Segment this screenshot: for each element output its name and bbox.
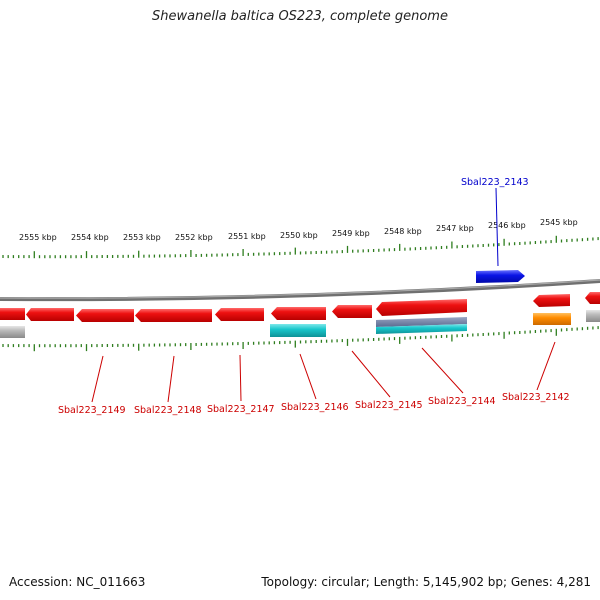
genome-summary-text: Topology: circular; Length: 5,145,902 bp… (261, 575, 591, 589)
gene-arrow (0, 308, 25, 320)
scale-label: 2550 kbp (280, 231, 318, 240)
scale-label: 2552 kbp (175, 233, 213, 242)
scale-label: 2546 kbp (488, 221, 526, 230)
gene-arrow (26, 308, 74, 321)
gene-label: Sbal223_2144 (428, 396, 496, 407)
scale-label: 2555 kbp (19, 233, 57, 242)
upper-tick-track (2, 235, 599, 259)
gene-block (0, 326, 25, 338)
gene-leader-lines (91, 187, 556, 403)
gene-label: Sbal223_2143 (461, 177, 529, 188)
gene-label: Sbal223_2145 (355, 400, 423, 411)
scale-label: 2551 kbp (228, 232, 266, 241)
gene-block (270, 324, 326, 337)
scale-label: 2548 kbp (384, 227, 422, 236)
gene-block (586, 310, 600, 322)
gene-arrow (376, 299, 467, 316)
lower-genes (0, 310, 600, 338)
scale-label: 2549 kbp (332, 229, 370, 238)
genome-backbone (0, 279, 600, 302)
scale-label: 2547 kbp (436, 224, 474, 233)
reverse-strand-genes (0, 292, 600, 322)
gene-arrow (76, 309, 134, 322)
gene-arrow (271, 307, 326, 320)
gene-arrow (533, 294, 570, 307)
gene-label: Sbal223_2147 (207, 404, 275, 415)
gene-label: Sbal223_2142 (502, 392, 570, 403)
scale-label: 2545 kbp (540, 218, 578, 227)
scale-label: 2553 kbp (123, 233, 161, 242)
lower-tick-track (2, 326, 599, 352)
accession-text: Accession: NC_011663 (9, 575, 146, 589)
scale-label: 2554 kbp (71, 233, 109, 242)
gene-block (376, 324, 467, 334)
gene-labels: Sbal223_2149 Sbal223_2148 Sbal223_2147 S… (58, 177, 570, 416)
gene-arrow (585, 292, 600, 304)
gene-label: Sbal223_2149 (58, 405, 126, 416)
scale-labels: 2555 kbp 2554 kbp 2553 kbp 2552 kbp 2551… (19, 218, 578, 242)
gene-arrow (135, 309, 212, 322)
forward-gene-arrow (476, 270, 525, 283)
gene-label: Sbal223_2148 (134, 405, 202, 416)
gene-arrow (215, 308, 264, 321)
gene-block (376, 317, 467, 327)
gene-label: Sbal223_2146 (281, 402, 349, 413)
gene-arrow (332, 305, 372, 318)
gene-block (533, 313, 571, 325)
genome-title: Shewanella baltica OS223, complete genom… (152, 9, 448, 24)
